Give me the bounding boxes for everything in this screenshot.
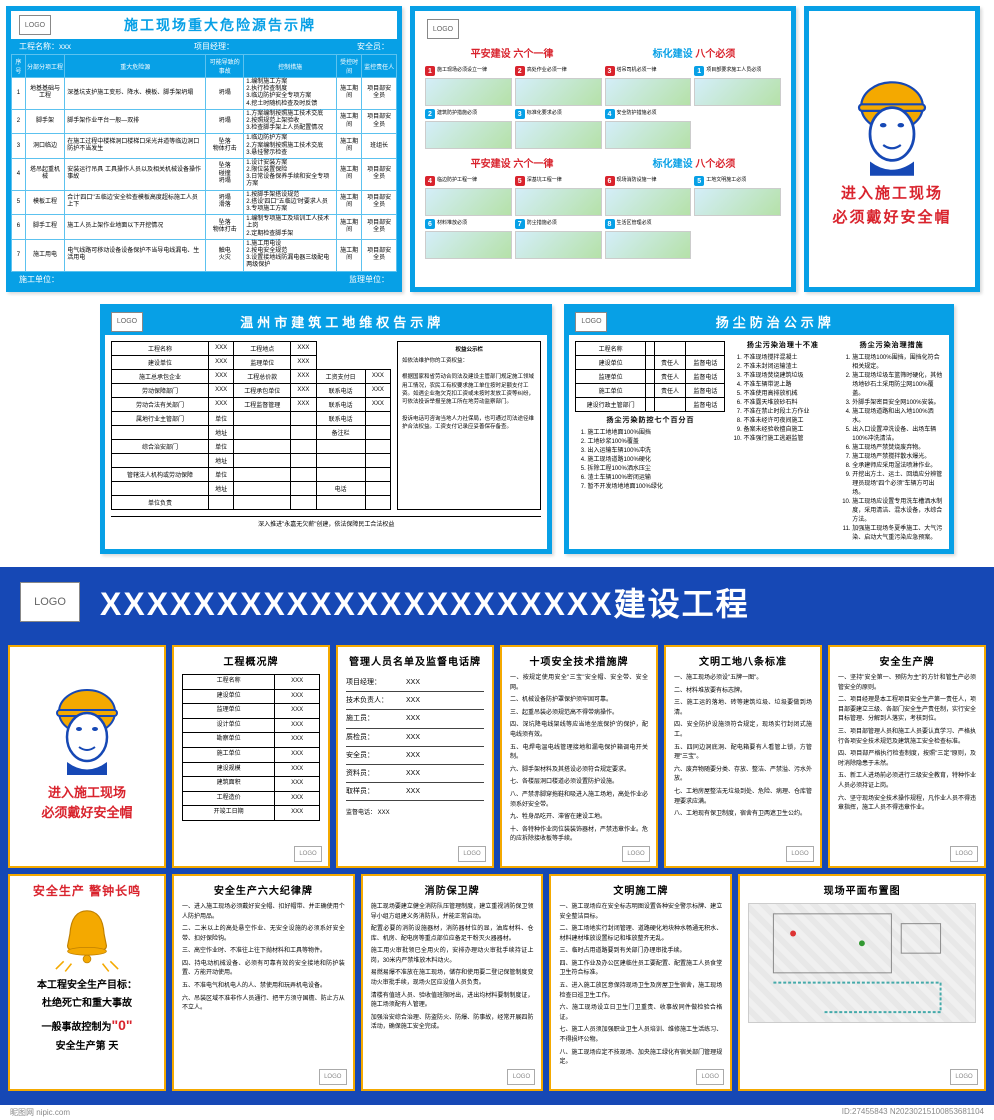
project-banner: LOGO XXXXXXXXXXXXXXXXXXXXXX建设工程 [0, 564, 994, 637]
banner-title: XXXXXXXXXXXXXXXXXXXXXX建设工程 [100, 579, 750, 625]
bottom-grid: 进入施工现场 必须戴好安全帽 工程概况牌 工程名称XXX建设单位XXX监理单位X… [0, 637, 994, 1105]
rules-grid-top: 1施工现场必须设立一律2高处作业必须一律3塔吊司机必须一律1项目部要求施工人员必… [419, 62, 787, 153]
six-card: 安全生产六大纪律牌 一、进入施工现场必须戴好安全帽、扣好帽带、并正确使用个人防护… [172, 874, 355, 1091]
helmet-sign: 进入施工现场 必须戴好安全帽 [804, 6, 980, 292]
rules-head-1: 平安建设 六个一律 标化建设 八个必须 [419, 43, 787, 62]
bot-row-1: 进入施工现场 必须戴好安全帽 工程概况牌 工程名称XXX建设单位XXX监理单位X… [8, 645, 986, 868]
sub-mid: 项目经理： [194, 41, 234, 52]
top-row: LOGO 施工现场重大危险源告示牌 工程名称：xxx 项目经理： 安全员： 序号… [0, 0, 994, 298]
logo-box: LOGO [427, 19, 459, 39]
logo-corner: LOGO [950, 1069, 978, 1085]
civilwork-list: 一、施工现场应在安全标志明图设置各种安全警示标牌、建立安全整洁目标。二、施工场地… [559, 903, 722, 1068]
sitemap-image [748, 903, 976, 1023]
dust-body: 工程名称建设单位责任人监督电话监理单位责任人监督电话施工单位责任人监督电话建设行… [569, 335, 949, 550]
overview-table: 工程名称XXX建设单位XXX监理单位XXX设计单位XXX勘察单位XXX施工单位X… [182, 674, 320, 821]
civil-card: 文明工地八条标准 一、施工现场必须设"五牌一图"。二、材料堆放要有标志牌。三、施… [664, 645, 822, 868]
logo-box: LOGO [20, 582, 80, 622]
hazard-footer: 施工单位： 监理单位： [11, 272, 397, 287]
helmet-text: 进入施工现场 必须戴好安全帽 [41, 783, 132, 825]
logo-box: LOGO [575, 312, 607, 332]
bot-row-2: 安全生产 警钟长鸣 本工程安全生产目标： 杜绝死亡和重大事故 一般事故控制为"0… [8, 874, 986, 1091]
page: LOGO 施工现场重大危险源告示牌 工程名称：xxx 项目经理： 安全员： 序号… [0, 0, 994, 1120]
rules-header: LOGO [419, 15, 787, 43]
rights-table: 工程名称XXX工程地点XXX建设单位XXX监理单位XXX施工总承包企业XXX工程… [111, 341, 391, 510]
dust-title-bar: LOGO 扬尘防治公示牌 [569, 309, 949, 335]
sub-left: 工程名称：xxx [19, 41, 71, 52]
hazard-header: LOGO 施工现场重大危险源告示牌 [11, 11, 397, 39]
rights-title: 温州市建筑工地维权告示牌 [143, 312, 541, 331]
overview-card: 工程概况牌 工程名称XXX建设单位XXX监理单位XXX设计单位XXX勘察单位XX… [172, 645, 330, 868]
rights-side: 权益公示栏 如依法维护你的工资权益：根据国家和省劳动合同法及建设主管部门规定施工… [397, 341, 541, 510]
bell-card: 安全生产 警钟长鸣 本工程安全生产目标： 杜绝死亡和重大事故 一般事故控制为"0… [8, 874, 166, 1091]
rights-body: 工程名称XXX工程地点XXX建设单位XXX监理单位XXX施工总承包企业XXX工程… [105, 335, 547, 516]
logo-corner: LOGO [507, 1069, 535, 1085]
mid-row: LOGO 温州市建筑工地维权告示牌 工程名称XXX工程地点XXX建设单位XXX监… [0, 298, 994, 565]
dust-table: 工程名称建设单位责任人监督电话监理单位责任人监督电话施工单位责任人监督电话建设行… [575, 341, 725, 412]
safety-card: 安全生产牌 一、坚持"安全第一、预防为主"的方针和管生产必须管安全的原则。二、项… [828, 645, 986, 868]
bell-icon [47, 903, 127, 973]
rights-title-bar: LOGO 温州市建筑工地维权告示牌 [105, 309, 547, 335]
ten-list: 一、按规定使用安全"三宝"安全帽、安全带、安全网。二、机械设备防护罩保护须牢固可… [510, 674, 648, 845]
helmet-text: 进入施工现场 必须戴好安全帽 [832, 182, 951, 230]
logo-corner: LOGO [786, 846, 814, 862]
footer-right: 监理单位： [349, 274, 389, 285]
dust-col3: 扬尘污染治理措施 施工现场100%围挡，围挡化符合相关规定。施工现场垃圾车篮筛时… [840, 341, 943, 544]
fire-list: 施工现场要建立健全消防队压管理制度，建立重视消防保卫领导小组方组建义务消防队，并… [371, 903, 534, 1033]
logo-corner: LOGO [622, 846, 650, 862]
dust-title: 扬尘防治公示牌 [607, 312, 943, 331]
bell-text: 本工程安全生产目标： 杜绝死亡和重大事故 一般事故控制为"0" 安全生产第 天 [18, 977, 156, 1056]
watermark: 昵图网 nipic.com ID:27455843 N2023021510085… [0, 1105, 994, 1120]
dust-sign: LOGO 扬尘防治公示牌 工程名称建设单位责任人监督电话监理单位责任人监督电话施… [564, 304, 954, 555]
rules-head-2: 平安建设 六个一律 标化建设 八个必须 [419, 153, 787, 172]
logo-box: LOGO [111, 312, 143, 332]
dust-col1: 扬尘污染防控七个百分百 施工工地地面100%围挡工地砂浆100%覆盖出入运输车辆… [575, 416, 725, 544]
helmet-card: 进入施工现场 必须戴好安全帽 [8, 645, 166, 868]
staff-list: 项目经理：XXX技术负责人：XXX施工员：XXX质检员：XXX安全员：XXX资料… [346, 674, 484, 801]
dust-col2: 扬尘污染治理十不准 不准现场搅拌混凝土不准未封闭运输渣土不准现场焚烧建筑垃圾不准… [731, 341, 834, 544]
rules-grid-bot: 4临边防护工程一律5深基坑工程一律6现场消防设施一律5工地文明施工必须6材料堆放… [419, 172, 787, 263]
fire-card: 消防保卫牌 施工现场要建立健全消防队压管理制度，建立重视消防保卫领导小组方组建义… [361, 874, 544, 1091]
worker-icon [37, 677, 137, 777]
logo-corner: LOGO [458, 846, 486, 862]
hazard-table: 序号分部分项工程重大危险源可能导致的事故控制措施受控时间监控责任人1地基基础与工… [11, 54, 397, 272]
sitemap-card: 现场平面布置图 LOGO [738, 874, 986, 1091]
footer-left: 施工单位： [19, 274, 59, 285]
rules-sign: LOGO 平安建设 六个一律 标化建设 八个必须 1施工现场必须设立一律2高处作… [410, 6, 796, 292]
civilwork-card: 文明施工牌 一、施工现场应在安全标志明图设置各种安全警示标牌、建立安全整洁目标。… [549, 874, 732, 1091]
hazard-sub: 工程名称：xxx 项目经理： 安全员： [11, 39, 397, 54]
six-list: 一、进入施工现场必须戴好安全帽、扣好帽带、并正确使用个人防护用品。二、二米以上的… [182, 903, 345, 1014]
logo-corner: LOGO [696, 1069, 724, 1085]
logo-corner: LOGO [950, 846, 978, 862]
civil-list: 一、施工现场必须设"五牌一图"。二、材料堆放要有标志牌。三、施工运的落地、砖等建… [674, 674, 812, 820]
logo-corner: LOGO [319, 1069, 347, 1085]
worker-icon [837, 68, 947, 178]
logo-corner: LOGO [294, 846, 322, 862]
safety-list: 一、坚持"安全第一、预防为主"的方针和管生产必须管安全的原则。二、项目经理是本工… [838, 674, 976, 814]
logo-box: LOGO [19, 15, 51, 35]
hazard-title: 施工现场重大危险源告示牌 [51, 15, 389, 35]
rights-sign: LOGO 温州市建筑工地维权告示牌 工程名称XXX工程地点XXX建设单位XXX监… [100, 304, 552, 555]
sub-right: 安全员： [357, 41, 389, 52]
staff-card: 管理人员名单及监督电话牌 项目经理：XXX技术负责人：XXX施工员：XXX质检员… [336, 645, 494, 868]
ten-card: 十项安全技术措施牌 一、按规定使用安全"三宝"安全帽、安全带、安全网。二、机械设… [500, 645, 658, 868]
rights-footer: 深入推进"永嘉无欠薪"创建，依法保障民工合法权益 [111, 516, 541, 530]
hazard-sign: LOGO 施工现场重大危险源告示牌 工程名称：xxx 项目经理： 安全员： 序号… [6, 6, 402, 292]
